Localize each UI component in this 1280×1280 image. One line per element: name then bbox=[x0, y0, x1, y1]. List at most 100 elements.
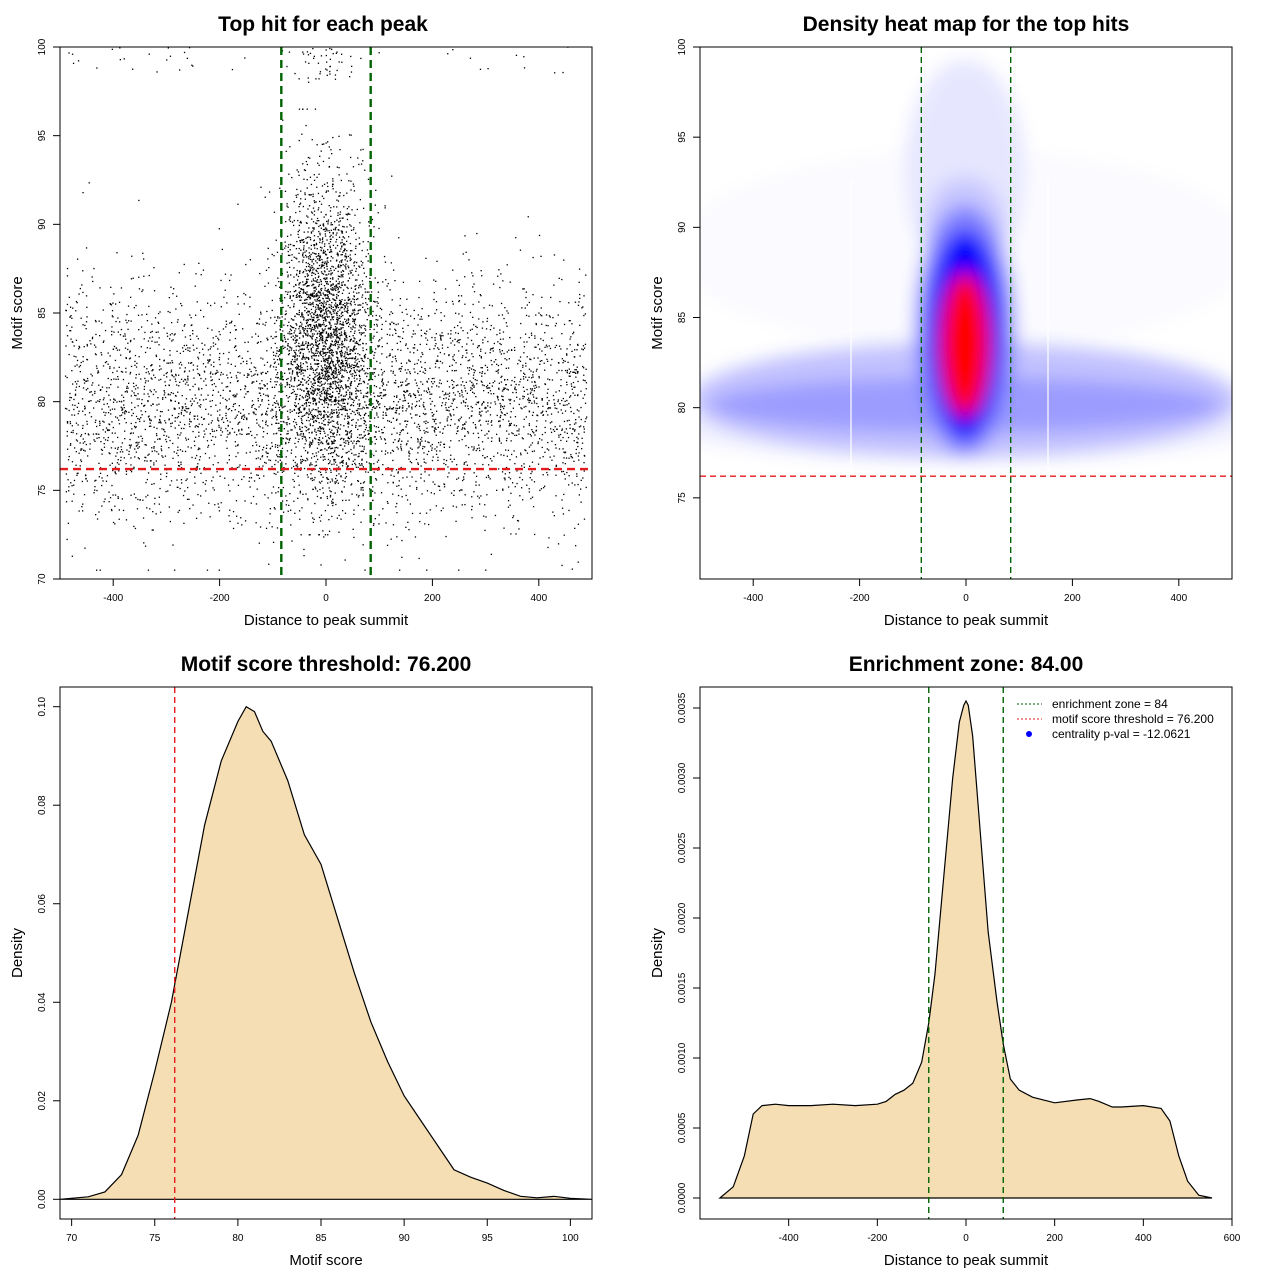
scatter-point bbox=[311, 479, 314, 482]
scatter-point bbox=[525, 314, 528, 317]
scatter-point bbox=[134, 448, 136, 450]
scatter-point bbox=[95, 419, 97, 421]
scatter-point bbox=[330, 269, 332, 272]
scatter-point bbox=[502, 489, 504, 491]
scatter-point bbox=[576, 349, 578, 351]
scatter-point bbox=[303, 348, 305, 350]
scatter-point bbox=[284, 297, 286, 299]
scatter-point bbox=[109, 355, 111, 357]
scatter-point bbox=[381, 379, 383, 381]
scatter-point bbox=[405, 410, 407, 412]
scatter-point bbox=[169, 362, 172, 364]
scatter-point bbox=[287, 354, 290, 356]
scatter-point bbox=[334, 383, 336, 385]
scatter-point bbox=[478, 444, 480, 446]
scatter-point bbox=[345, 213, 347, 215]
scatter-point bbox=[400, 447, 402, 450]
scatter-point bbox=[468, 417, 471, 419]
scatter-point bbox=[323, 329, 325, 331]
scatter-point bbox=[362, 306, 364, 308]
scatter-point bbox=[346, 260, 348, 262]
scatter-point bbox=[118, 509, 120, 511]
scatter-point bbox=[354, 372, 357, 374]
scatter-point bbox=[144, 382, 147, 384]
scatter-point bbox=[218, 420, 220, 422]
scatter-point bbox=[203, 430, 205, 432]
scatter-point bbox=[271, 492, 273, 494]
scatter-point bbox=[368, 400, 371, 403]
scatter-point bbox=[108, 452, 110, 454]
scatter-point bbox=[79, 465, 81, 467]
scatter-point bbox=[406, 424, 408, 426]
scatter-point bbox=[456, 341, 458, 343]
scatter-point bbox=[103, 411, 105, 413]
scatter-point bbox=[301, 358, 303, 360]
scatter-point bbox=[299, 434, 301, 436]
scatter-point bbox=[426, 453, 428, 456]
scatter-point bbox=[255, 503, 258, 505]
scatter-point bbox=[536, 368, 538, 370]
scatter-point bbox=[302, 355, 304, 357]
scatter-point bbox=[268, 522, 271, 524]
scatter-point bbox=[472, 275, 474, 277]
scatter-point bbox=[341, 299, 343, 301]
scatter-point bbox=[250, 502, 252, 504]
scatter-point bbox=[288, 504, 290, 506]
scatter-point bbox=[401, 539, 403, 542]
scatter-point bbox=[424, 523, 426, 525]
scatter-point bbox=[319, 246, 322, 248]
scatter-point bbox=[285, 221, 287, 223]
scatter-point bbox=[311, 326, 313, 329]
scatter-point bbox=[328, 298, 330, 300]
scatter-point bbox=[260, 357, 262, 359]
scatter-point bbox=[540, 338, 542, 340]
scatter-point bbox=[574, 527, 576, 529]
scatter-point bbox=[469, 380, 471, 382]
scatter-point bbox=[181, 395, 183, 397]
scatter-point bbox=[584, 379, 586, 382]
scatter-point bbox=[282, 347, 285, 350]
scatter-point bbox=[193, 400, 195, 402]
scatter-point bbox=[385, 408, 388, 410]
scatter-point bbox=[275, 416, 277, 419]
scatter-point bbox=[320, 441, 323, 443]
scatter-point bbox=[471, 410, 473, 412]
scatter-point bbox=[544, 426, 546, 429]
scatter-point bbox=[183, 415, 185, 417]
scatter-point bbox=[179, 367, 181, 369]
scatter-point bbox=[437, 459, 439, 461]
scatter-point bbox=[508, 433, 510, 435]
scatter-point bbox=[308, 194, 310, 196]
scatter-point bbox=[351, 209, 353, 211]
scatter-point bbox=[233, 396, 235, 398]
scatter-point bbox=[512, 515, 515, 517]
scatter-point bbox=[531, 442, 534, 444]
scatter-point bbox=[217, 371, 219, 373]
scatter-point bbox=[308, 318, 310, 320]
scatter-point bbox=[129, 432, 132, 435]
scatter-point bbox=[491, 347, 493, 350]
scatter-point bbox=[342, 499, 344, 502]
scatter-point bbox=[509, 399, 511, 402]
scatter-point bbox=[456, 427, 458, 429]
scatter-point bbox=[328, 428, 331, 430]
scatter-point bbox=[458, 313, 460, 315]
scatter-point bbox=[338, 364, 340, 366]
scatter-point bbox=[87, 380, 89, 382]
scatter-point bbox=[143, 420, 145, 422]
scatter-point bbox=[569, 375, 571, 377]
scatter-point bbox=[312, 328, 314, 331]
scatter-point bbox=[160, 473, 162, 475]
scatter-point bbox=[464, 494, 466, 496]
scatter-point bbox=[529, 393, 532, 395]
scatter-point bbox=[416, 486, 418, 489]
scatter-point bbox=[320, 413, 322, 415]
scatter-point bbox=[505, 466, 508, 469]
scatter-point bbox=[395, 358, 397, 360]
scatter-point bbox=[341, 490, 343, 492]
scatter-point bbox=[87, 455, 89, 457]
scatter-point bbox=[326, 477, 328, 479]
scatter-point bbox=[447, 476, 449, 478]
scatter-point bbox=[516, 482, 518, 485]
scatter-point bbox=[532, 411, 534, 414]
